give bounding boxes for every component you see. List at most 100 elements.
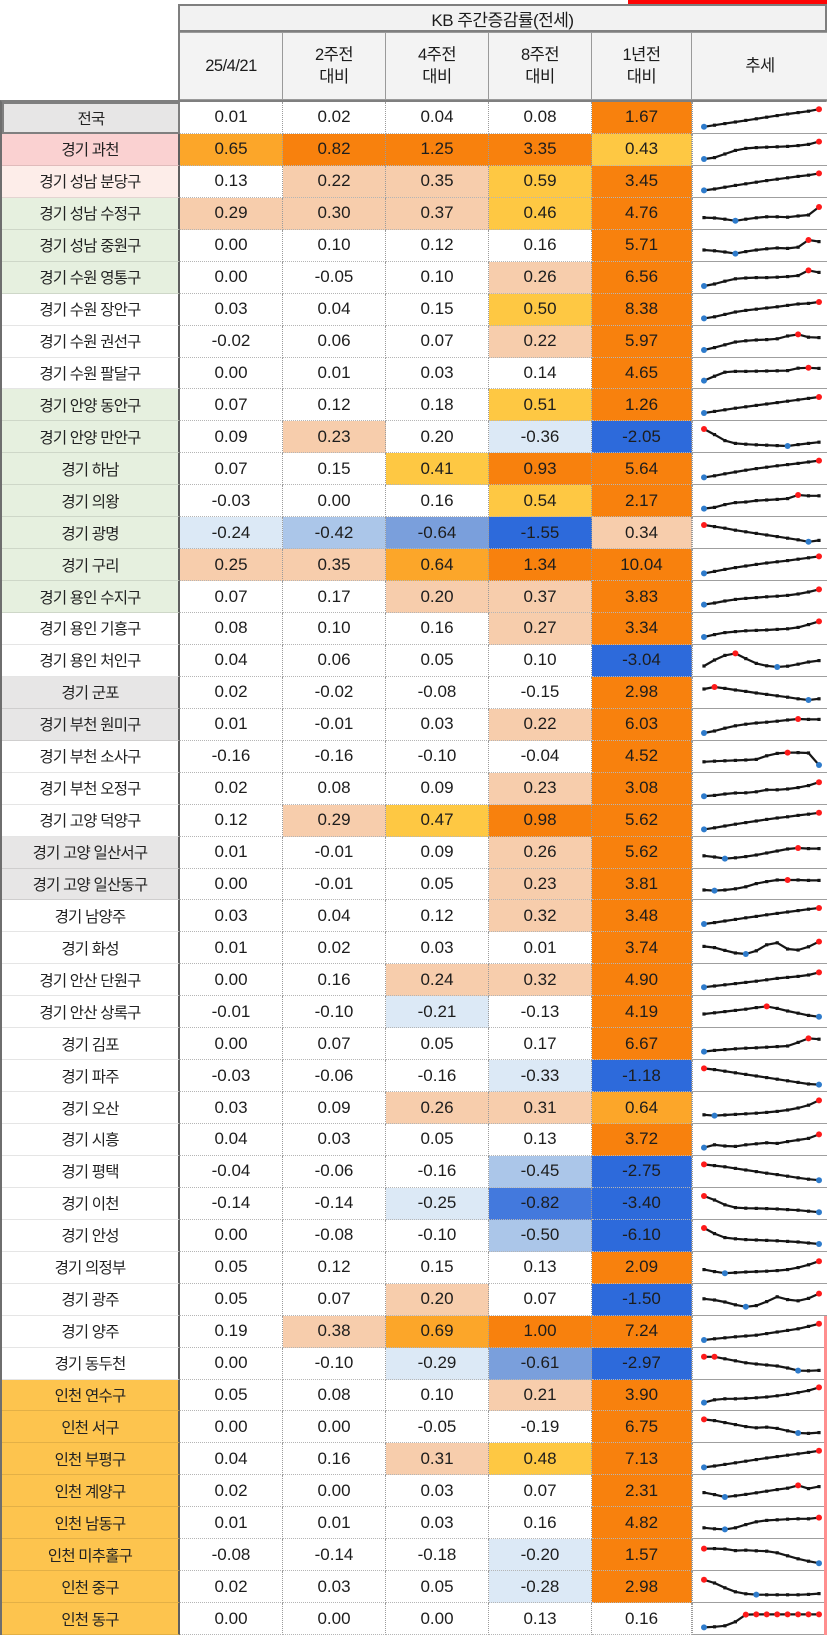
value-cell[interactable]: 0.20 (386, 1283, 489, 1316)
region-cell[interactable]: 인천 서구 (2, 1411, 180, 1444)
region-cell[interactable]: 경기 안산 단원구 (2, 964, 180, 997)
value-cell[interactable]: -0.42 (283, 517, 386, 550)
trend-cell[interactable] (692, 1283, 827, 1316)
value-cell[interactable]: 0.16 (592, 1603, 692, 1635)
value-cell[interactable]: 6.75 (592, 1411, 692, 1444)
value-cell[interactable]: 4.65 (592, 357, 692, 390)
value-cell[interactable]: 0.09 (386, 836, 489, 869)
column-header-4w[interactable]: 4주전 대비 (386, 32, 489, 100)
trend-cell[interactable] (692, 517, 827, 550)
value-cell[interactable]: 6.03 (592, 708, 692, 741)
region-cell[interactable]: 경기 광명 (2, 517, 180, 550)
value-cell[interactable]: 0.03 (180, 293, 283, 326)
value-cell[interactable]: 0.18 (386, 389, 489, 422)
region-cell[interactable]: 경기 이천 (2, 1187, 180, 1220)
value-cell[interactable]: 0.10 (386, 261, 489, 294)
region-cell[interactable]: 경기 과천 (2, 133, 180, 166)
trend-cell[interactable] (692, 836, 827, 869)
value-cell[interactable]: -0.45 (489, 1155, 592, 1188)
value-cell[interactable]: -0.08 (283, 1219, 386, 1252)
value-cell[interactable]: 0.17 (489, 1028, 592, 1061)
region-cell[interactable]: 경기 성남 분당구 (2, 165, 180, 198)
value-cell[interactable]: 0.05 (180, 1283, 283, 1316)
value-cell[interactable]: 0.16 (489, 1507, 592, 1540)
value-cell[interactable]: 3.81 (592, 868, 692, 901)
value-cell[interactable]: 1.26 (592, 389, 692, 422)
value-cell[interactable]: 0.00 (180, 868, 283, 901)
trend-cell[interactable] (692, 1507, 827, 1540)
value-cell[interactable]: -0.10 (386, 740, 489, 773)
value-cell[interactable]: 0.00 (180, 1603, 283, 1635)
value-cell[interactable]: -0.16 (180, 740, 283, 773)
value-cell[interactable]: -0.15 (489, 676, 592, 709)
value-cell[interactable]: 0.04 (180, 1124, 283, 1156)
value-cell[interactable]: -0.33 (489, 1060, 592, 1093)
value-cell[interactable]: 0.20 (386, 581, 489, 613)
value-cell[interactable]: 0.03 (386, 357, 489, 390)
value-cell[interactable]: -0.08 (386, 676, 489, 709)
value-cell[interactable]: 0.35 (283, 549, 386, 582)
value-cell[interactable]: -0.18 (386, 1539, 489, 1572)
value-cell[interactable]: 5.64 (592, 453, 692, 486)
value-cell[interactable]: 0.15 (386, 293, 489, 326)
value-cell[interactable]: 0.08 (283, 772, 386, 805)
value-cell[interactable]: 0.07 (180, 453, 283, 486)
value-cell[interactable]: 5.62 (592, 804, 692, 837)
region-cell[interactable]: 전국 (2, 102, 180, 134)
value-cell[interactable]: 3.83 (592, 581, 692, 613)
region-cell[interactable]: 경기 오산 (2, 1092, 180, 1124)
value-cell[interactable]: 0.22 (489, 708, 592, 741)
value-cell[interactable]: 0.37 (489, 581, 592, 613)
region-cell[interactable]: 경기 안양 동안구 (2, 389, 180, 422)
value-cell[interactable]: 0.05 (386, 1571, 489, 1604)
trend-cell[interactable] (692, 261, 827, 294)
trend-cell[interactable] (692, 1028, 827, 1061)
value-cell[interactable]: -0.10 (283, 996, 386, 1029)
value-cell[interactable]: -0.05 (283, 261, 386, 294)
value-cell[interactable]: 0.19 (180, 1315, 283, 1348)
value-cell[interactable]: 3.48 (592, 900, 692, 933)
value-cell[interactable]: 0.03 (386, 1507, 489, 1540)
trend-cell[interactable] (692, 1219, 827, 1252)
value-cell[interactable]: -0.16 (386, 1060, 489, 1093)
value-cell[interactable]: 4.90 (592, 964, 692, 997)
value-cell[interactable]: 0.01 (180, 1507, 283, 1540)
region-cell[interactable]: 경기 의왕 (2, 485, 180, 518)
trend-cell[interactable] (692, 1571, 827, 1604)
value-cell[interactable]: -0.19 (489, 1411, 592, 1444)
value-cell[interactable]: -0.01 (283, 868, 386, 901)
value-cell[interactable]: -0.05 (386, 1411, 489, 1444)
region-cell[interactable]: 경기 고양 일산서구 (2, 836, 180, 869)
trend-cell[interactable] (692, 1251, 827, 1284)
value-cell[interactable]: 0.07 (180, 389, 283, 422)
value-cell[interactable]: 3.45 (592, 165, 692, 198)
value-cell[interactable]: -0.01 (180, 996, 283, 1029)
value-cell[interactable]: 0.00 (180, 1219, 283, 1252)
value-cell[interactable]: 0.01 (180, 932, 283, 965)
value-cell[interactable]: 0.69 (386, 1315, 489, 1348)
trend-cell[interactable] (692, 1155, 827, 1188)
value-cell[interactable]: 0.16 (489, 229, 592, 262)
value-cell[interactable]: 0.16 (386, 485, 489, 518)
region-cell[interactable]: 경기 의정부 (2, 1251, 180, 1284)
value-cell[interactable]: 0.02 (180, 1475, 283, 1508)
region-cell[interactable]: 경기 구리 (2, 549, 180, 582)
value-cell[interactable]: 0.00 (386, 1603, 489, 1635)
trend-cell[interactable] (692, 1124, 827, 1156)
region-cell[interactable]: 경기 동두천 (2, 1347, 180, 1380)
value-cell[interactable]: 4.19 (592, 996, 692, 1029)
trend-cell[interactable] (692, 932, 827, 965)
value-cell[interactable]: -0.01 (283, 708, 386, 741)
value-cell[interactable]: 0.03 (386, 708, 489, 741)
value-cell[interactable]: 2.31 (592, 1475, 692, 1508)
column-header-2w[interactable]: 2주전 대비 (283, 32, 386, 100)
value-cell[interactable]: 0.51 (489, 389, 592, 422)
value-cell[interactable]: 0.23 (489, 868, 592, 901)
trend-cell[interactable] (692, 613, 827, 645)
region-cell[interactable]: 경기 시흥 (2, 1124, 180, 1156)
value-cell[interactable]: 0.22 (489, 325, 592, 358)
value-cell[interactable]: 0.12 (180, 804, 283, 837)
value-cell[interactable]: 0.29 (180, 197, 283, 230)
value-cell[interactable]: -0.24 (180, 517, 283, 550)
value-cell[interactable]: 0.05 (386, 1124, 489, 1156)
